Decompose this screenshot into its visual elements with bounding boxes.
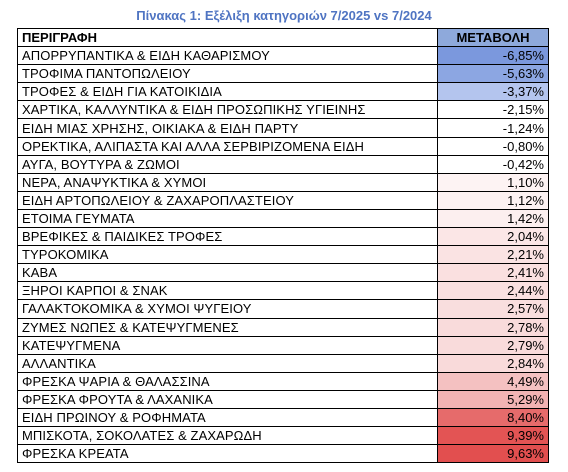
table-row: ΚΑΤΕΨΥΓΜΕΝΑ 2,79% xyxy=(17,335,549,355)
change-value: -0,42% xyxy=(437,154,549,174)
change-value: -6,85% xyxy=(437,46,549,66)
table-row: ΑΥΓΑ, ΒΟΥΤΥΡΑ & ΖΩΜΟΙ -0,42% xyxy=(17,154,549,174)
category-label: ΤΡΟΦΙΜΑ ΠΑΝΤΟΠΩΛΕΙΟΥ xyxy=(17,64,438,84)
category-label: ΤΡΟΦΕΣ & ΕΙΔΗ ΓΙΑ ΚΑΤΟΙΚΙΔΙΑ xyxy=(17,82,438,102)
change-value: 2,44% xyxy=(437,281,549,301)
category-label: ΧΑΡΤΙΚΑ, ΚΑΛΛΥΝΤΙΚΑ & ΕΙΔΗ ΠΡΟΣΩΠΙΚΗΣ ΥΓ… xyxy=(17,100,438,120)
category-label: ΕΤΟΙΜΑ ΓΕΥΜΑΤΑ xyxy=(17,208,438,229)
category-label: ΜΠΙΣΚΟΤΑ, ΣΟΚΟΛΑΤΕΣ & ΖΑΧΑΡΩΔΗ xyxy=(17,426,438,446)
table-row: ΤΡΟΦΙΜΑ ΠΑΝΤΟΠΩΛΕΙΟΥ -5,63% xyxy=(17,64,549,84)
category-label: ΕΙΔΗ ΑΡΤΟΠΩΛΕΙΟΥ & ΖΑΧΑΡΟΠΛΑΣΤΕΙΟΥ xyxy=(17,190,438,210)
change-value: 2,78% xyxy=(437,317,549,337)
category-label: ΑΛΛΑΝΤΙΚΑ xyxy=(17,353,438,373)
change-value: 9,63% xyxy=(437,444,549,464)
change-value: 5,29% xyxy=(437,389,549,409)
category-label: ΒΡΕΦΙΚΕΣ & ΠΑΙΔΙΚΕΣ ΤΡΟΦΕΣ xyxy=(17,227,438,247)
table-row: ΤΥΡΟΚΟΜΙΚΑ 2,21% xyxy=(17,245,549,265)
table-row: ΤΡΟΦΕΣ & ΕΙΔΗ ΓΙΑ ΚΑΤΟΙΚΙΔΙΑ -3,37% xyxy=(17,82,549,102)
column-header-description: ΠΕΡΙΓΡΑΦΗ xyxy=(17,27,438,48)
change-value: 4,49% xyxy=(437,371,549,391)
table-row: ΟΡΕΚΤΙΚΑ, ΑΛΙΠΑΣΤΑ ΚΑΙ ΑΛΛΑ ΣΕΡΒΙΡΙΖΟΜΕΝ… xyxy=(17,136,549,156)
table-row: ΕΤΟΙΜΑ ΓΕΥΜΑΤΑ 1,42% xyxy=(17,208,549,229)
change-value: 1,10% xyxy=(437,172,549,192)
change-value: -3,37% xyxy=(437,82,549,102)
category-label: ΚΑΒΑ xyxy=(17,263,438,283)
change-value: -0,80% xyxy=(437,136,549,156)
table-row: ΕΙΔΗ ΠΡΩΙΝΟΥ & ΡΟΦΗΜΑΤΑ 8,40% xyxy=(17,407,549,428)
change-value: 2,57% xyxy=(437,299,549,319)
column-header-change: ΜΕΤΑΒΟΛΗ xyxy=(437,27,549,48)
change-value: 2,41% xyxy=(437,263,549,283)
header-row: ΠΕΡΙΓΡΑΦΗ ΜΕΤΑΒΟΛΗ xyxy=(17,27,549,48)
table-row: ΑΛΛΑΝΤΙΚΑ 2,84% xyxy=(17,353,549,373)
table-row: ΕΙΔΗ ΑΡΤΟΠΩΛΕΙΟΥ & ΖΑΧΑΡΟΠΛΑΣΤΕΙΟΥ 1,12% xyxy=(17,190,549,210)
table-row: ΦΡΕΣΚΑ ΚΡΕΑΤΑ 9,63% xyxy=(17,444,549,464)
change-value: 8,40% xyxy=(437,407,549,428)
change-value: 1,42% xyxy=(437,208,549,229)
change-value: 2,84% xyxy=(437,353,549,373)
category-label: ΚΑΤΕΨΥΓΜΕΝΑ xyxy=(17,335,438,355)
table-row: ΓΑΛΑΚΤΟΚΟΜΙΚΑ & ΧΥΜΟΙ ΨΥΓΕΙΟΥ 2,57% xyxy=(17,299,549,319)
table-row: ΚΑΒΑ 2,41% xyxy=(17,263,549,283)
table-row: ΧΑΡΤΙΚΑ, ΚΑΛΛΥΝΤΙΚΑ & ΕΙΔΗ ΠΡΟΣΩΠΙΚΗΣ ΥΓ… xyxy=(17,100,549,120)
change-value: 1,12% xyxy=(437,190,549,210)
change-value: -1,24% xyxy=(437,118,549,138)
table-row: ΕΙΔΗ ΜΙΑΣ ΧΡΗΣΗΣ, ΟΙΚΙΑΚΑ & ΕΙΔΗ ΠΑΡΤΥ -1… xyxy=(17,118,549,138)
category-label: ΑΥΓΑ, ΒΟΥΤΥΡΑ & ΖΩΜΟΙ xyxy=(17,154,438,174)
category-label: ΞΗΡΟΙ ΚΑΡΠΟΙ & ΣΝΑΚ xyxy=(17,281,438,301)
category-label: ΕΙΔΗ ΠΡΩΙΝΟΥ & ΡΟΦΗΜΑΤΑ xyxy=(17,407,438,428)
category-label: ΕΙΔΗ ΜΙΑΣ ΧΡΗΣΗΣ, ΟΙΚΙΑΚΑ & ΕΙΔΗ ΠΑΡΤΥ xyxy=(17,118,438,138)
category-label: ΦΡΕΣΚΑ ΚΡΕΑΤΑ xyxy=(17,444,438,464)
table-row: ΞΗΡΟΙ ΚΑΡΠΟΙ & ΣΝΑΚ 2,44% xyxy=(17,281,549,301)
change-value: 2,04% xyxy=(437,227,549,247)
change-value: 9,39% xyxy=(437,426,549,446)
category-label: ΦΡΕΣΚΑ ΦΡΟΥΤΑ & ΛΑΧΑΝΙΚΑ xyxy=(17,389,438,409)
table-row: ΜΠΙΣΚΟΤΑ, ΣΟΚΟΛΑΤΕΣ & ΖΑΧΑΡΩΔΗ 9,39% xyxy=(17,426,549,446)
table-row: ΒΡΕΦΙΚΕΣ & ΠΑΙΔΙΚΕΣ ΤΡΟΦΕΣ 2,04% xyxy=(17,227,549,247)
table-row: ΦΡΕΣΚΑ ΨΑΡΙΑ & ΘΑΛΑΣΣΙΝΑ 4,49% xyxy=(17,371,549,391)
change-value: -5,63% xyxy=(437,64,549,84)
table-title: Πίνακας 1: Εξέλιξη κατηγοριών 7/2025 vs … xyxy=(136,8,432,23)
category-label: ΝΕΡΑ, ΑΝΑΨΥΚΤΙΚΑ & ΧΥΜΟΙ xyxy=(17,172,438,192)
change-value: -2,15% xyxy=(437,100,549,120)
table-row: ΖΥΜΕΣ ΝΩΠΕΣ & ΚΑΤΕΨΥΓΜΕΝΕΣ 2,78% xyxy=(17,317,549,337)
category-label: ΑΠΟΡΡΥΠΑΝΤΙΚΑ & ΕΙΔΗ ΚΑΘΑΡΙΣΜΟΥ xyxy=(17,46,438,66)
table-row: ΝΕΡΑ, ΑΝΑΨΥΚΤΙΚΑ & ΧΥΜΟΙ 1,10% xyxy=(17,172,549,192)
change-value: 2,21% xyxy=(437,245,549,265)
change-value: 2,79% xyxy=(437,335,549,355)
table-row: ΦΡΕΣΚΑ ΦΡΟΥΤΑ & ΛΑΧΑΝΙΚΑ 5,29% xyxy=(17,389,549,409)
table-row: ΑΠΟΡΡΥΠΑΝΤΙΚΑ & ΕΙΔΗ ΚΑΘΑΡΙΣΜΟΥ -6,85% xyxy=(17,46,549,66)
category-label: ΟΡΕΚΤΙΚΑ, ΑΛΙΠΑΣΤΑ ΚΑΙ ΑΛΛΑ ΣΕΡΒΙΡΙΖΟΜΕΝ… xyxy=(17,136,438,156)
category-label: ΤΥΡΟΚΟΜΙΚΑ xyxy=(17,245,438,265)
category-label: ΦΡΕΣΚΑ ΨΑΡΙΑ & ΘΑΛΑΣΣΙΝΑ xyxy=(17,371,438,391)
category-label: ΓΑΛΑΚΤΟΚΟΜΙΚΑ & ΧΥΜΟΙ ΨΥΓΕΙΟΥ xyxy=(17,299,438,319)
category-change-table: ΠΕΡΙΓΡΑΦΗ ΜΕΤΑΒΟΛΗ ΑΠΟΡΡΥΠΑΝΤΙΚΑ & ΕΙΔΗ … xyxy=(17,27,549,464)
category-label: ΖΥΜΕΣ ΝΩΠΕΣ & ΚΑΤΕΨΥΓΜΕΝΕΣ xyxy=(17,317,438,337)
